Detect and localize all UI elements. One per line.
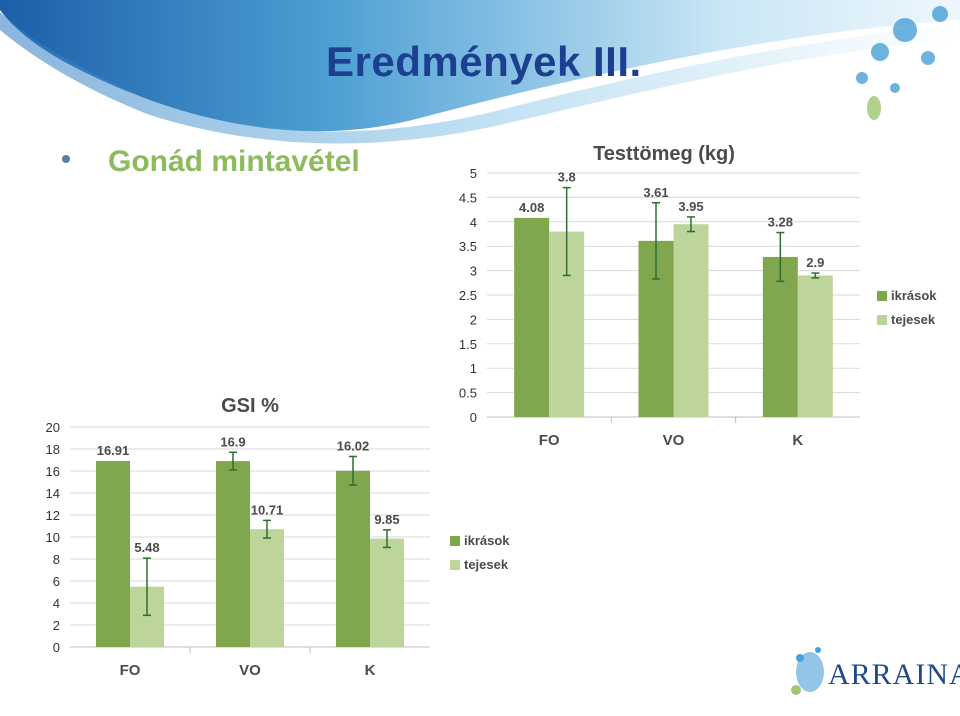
y-tick-label: 3.5	[459, 239, 477, 254]
x-tick-label: K	[365, 662, 376, 679]
data-label: 16.02	[337, 438, 370, 453]
bar-tejesek	[250, 529, 284, 647]
data-label: 3.95	[678, 199, 703, 214]
legend-swatch	[877, 315, 887, 325]
x-tick-label: VO	[239, 662, 261, 679]
slide-title: Eredmények III.	[326, 38, 642, 85]
y-tick-label: 14	[46, 486, 60, 501]
bar-ikrasok	[96, 460, 130, 647]
y-tick-label: 4	[470, 215, 477, 230]
legend-label: ikrások	[464, 533, 510, 548]
legend-swatch	[877, 291, 887, 301]
y-tick-label: 4	[53, 596, 60, 611]
y-tick-label: 1	[470, 361, 477, 376]
y-tick-label: 4.5	[459, 190, 477, 205]
legend-label: ikrások	[891, 288, 937, 303]
data-label: 4.08	[519, 200, 544, 215]
y-tick-label: 16	[46, 464, 60, 479]
x-tick-label: VO	[663, 432, 685, 449]
logo-splash-icon	[791, 647, 824, 695]
water-splash-decoration	[856, 6, 948, 120]
legend-label: tejesek	[464, 557, 509, 572]
bar-ikrasok	[514, 217, 550, 417]
y-tick-label: 3	[470, 264, 477, 279]
bar-tejesek	[673, 224, 709, 417]
y-tick-label: 0	[470, 410, 477, 425]
chart-title: Testtömeg (kg)	[593, 143, 735, 165]
data-label: 9.85	[374, 512, 399, 527]
x-tick-label: FO	[539, 432, 560, 449]
legend-swatch	[450, 536, 460, 546]
legend-swatch	[450, 560, 460, 570]
chart-gsi: GSI % 0 2 4 6 8 10 12 14 16 18 20 16.91 5.48 FO 16.9 10.…	[46, 395, 511, 679]
chart-title: GSI %	[221, 395, 279, 417]
data-label: 10.71	[251, 502, 284, 517]
y-tick-label: 0.5	[459, 386, 477, 401]
data-label: 16.9	[220, 434, 245, 449]
y-tick-label: 20	[46, 420, 60, 435]
data-label: 3.8	[558, 170, 576, 185]
y-tick-label: 0	[53, 640, 60, 655]
x-tick-label: K	[792, 432, 803, 449]
logo-text: ARRAINA	[828, 658, 960, 691]
bullet-dot-icon	[62, 155, 70, 164]
bar-ikrasok	[336, 470, 370, 647]
y-tick-label: 1.5	[459, 337, 477, 352]
y-tick-label: 2.5	[459, 288, 477, 303]
header-banner	[0, 0, 960, 144]
y-tick-label: 18	[46, 442, 60, 457]
bar-ikrasok	[762, 256, 798, 417]
y-tick-label: 6	[53, 574, 60, 589]
y-tick-label: 10	[46, 530, 60, 545]
bullet-item: Gonád mintavétel	[62, 145, 360, 179]
y-tick-label: 8	[53, 552, 60, 567]
bar-tejesek	[370, 538, 404, 647]
bullet-text: Gonád mintavétel	[108, 145, 360, 178]
bar-ikrasok	[216, 461, 250, 647]
data-label: 16.91	[97, 443, 130, 458]
data-label: 3.61	[643, 185, 668, 200]
y-tick-label: 2	[470, 312, 477, 327]
arraina-logo	[791, 647, 824, 695]
chart-testtomeg: Testtömeg (kg) 0 0.5 1 1.5 2 2.5 3 3.5 4 4.5 5 4.08 3…	[459, 143, 937, 449]
legend-label: tejesek	[891, 312, 936, 327]
data-label: 5.48	[134, 540, 159, 555]
y-tick-label: 2	[53, 618, 60, 633]
bar-tejesek	[797, 275, 833, 417]
x-tick-label: FO	[120, 662, 141, 679]
y-tick-label: 5	[470, 166, 477, 181]
data-label: 2.9	[806, 255, 824, 270]
data-label: 3.28	[768, 215, 793, 230]
y-tick-label: 12	[46, 508, 60, 523]
